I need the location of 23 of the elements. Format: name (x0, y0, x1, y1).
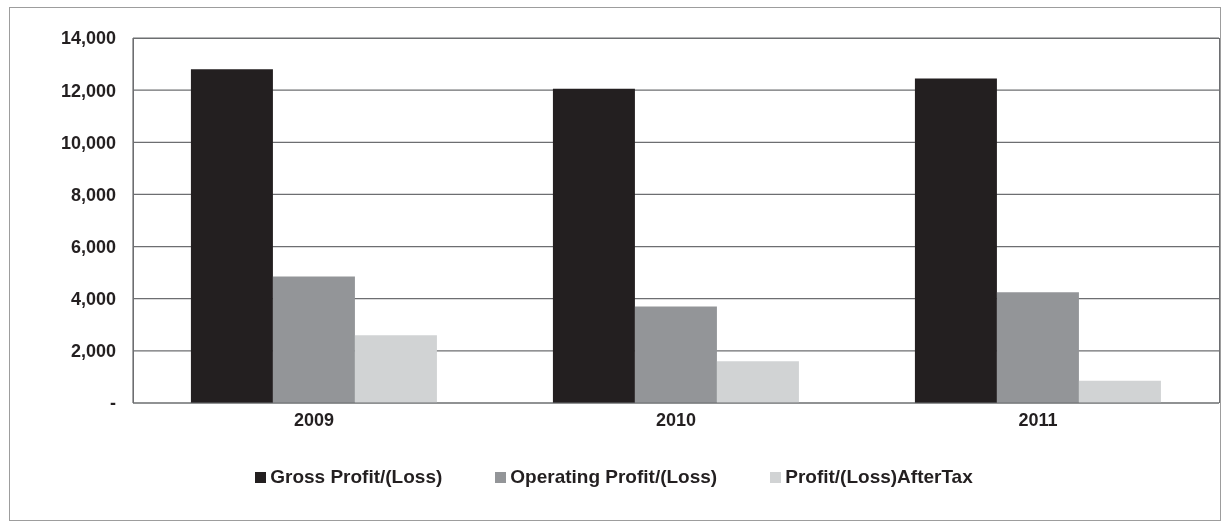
y-tick-label: - (110, 393, 116, 414)
bar (996, 292, 1079, 403)
y-tick-label: 4,000 (70, 289, 116, 310)
bar (634, 306, 717, 403)
y-tick-label: 6,000 (70, 236, 116, 257)
legend-label: Profit/(Loss)AfterTax (785, 466, 973, 488)
bar (272, 276, 355, 403)
y-tick-label: 14,000 (60, 28, 116, 49)
legend-label: Operating Profit/(Loss) (510, 466, 718, 488)
x-tick-label: 2009 (293, 409, 335, 430)
bar (1078, 380, 1161, 403)
bar (914, 78, 997, 403)
bar (354, 335, 437, 403)
y-tick-label: 2,000 (70, 341, 116, 362)
legend-label: Gross Profit/(Loss) (270, 466, 443, 488)
bar (552, 88, 635, 403)
x-tick-label: 2011 (1018, 409, 1058, 430)
x-tick-label: 2010 (655, 409, 697, 430)
y-tick-label: 10,000 (60, 132, 116, 153)
bar (716, 361, 799, 403)
bar (190, 69, 273, 403)
y-tick-label: 12,000 (60, 80, 116, 101)
y-tick-label: 8,000 (70, 184, 116, 205)
